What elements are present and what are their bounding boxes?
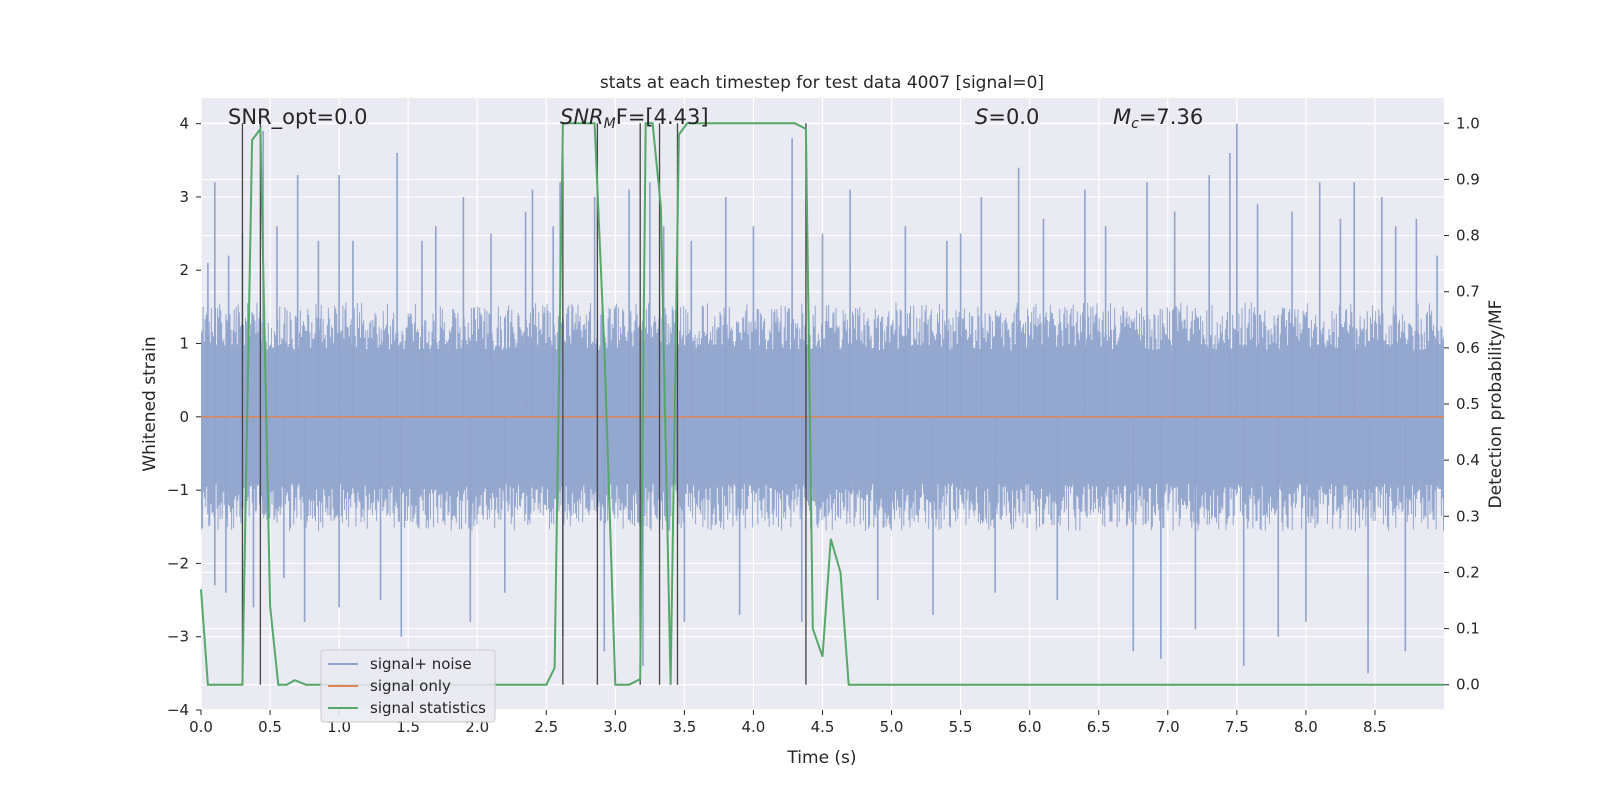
y-tick-label: 3 xyxy=(179,188,189,206)
x-tick-label: 3.5 xyxy=(672,718,696,736)
legend-label-statistics: signal statistics xyxy=(370,699,486,717)
x-tick-label: 6.0 xyxy=(1018,718,1042,736)
y-axis-label: Whitened strain xyxy=(140,336,160,471)
legend: signal+ noise signal only signal statist… xyxy=(320,649,496,723)
y2-tick-label: 0.5 xyxy=(1456,395,1480,413)
x-tick-label: 5.0 xyxy=(880,718,904,736)
y2-axis-label: Detection probability/MF xyxy=(1486,300,1506,509)
x-axis-label: Time (s) xyxy=(786,748,856,768)
signal-noise-series xyxy=(201,123,1444,674)
legend-label-signal: signal only xyxy=(370,677,451,695)
statistics-line xyxy=(200,122,1444,686)
annotation-mc-rest: =7.36 xyxy=(1139,105,1203,129)
annotation-mc-sub: c xyxy=(1131,116,1139,132)
annotation-mc: Mc=7.36 xyxy=(1113,105,1203,132)
x-tick-label: 0.0 xyxy=(189,718,213,736)
y2-tick-labels: 0.0 0.1 0.2 0.3 0.4 0.5 0.6 0.7 0.8 0.9 1.0 xyxy=(1444,114,1480,694)
annotation-s-rest: =0.0 xyxy=(988,105,1039,129)
annotation-snr-opt: SNR_opt=0.0 xyxy=(228,105,368,130)
y2-tick-label: 0.9 xyxy=(1456,170,1480,188)
y2-tick-label: 0.1 xyxy=(1456,620,1480,638)
x-tick-label: 8.5 xyxy=(1363,718,1387,736)
y-tick-label: −2 xyxy=(167,554,189,572)
chart-title: stats at each timestep for test data 400… xyxy=(600,73,1044,93)
trigger-lines xyxy=(241,123,807,685)
y2-tick-label: 0.6 xyxy=(1456,339,1480,357)
y2-tick-label: 0.8 xyxy=(1456,227,1480,245)
x-tick-label: 6.5 xyxy=(1087,718,1111,736)
x-tick-label: 5.5 xyxy=(949,718,973,736)
x-tick-label: 7.0 xyxy=(1156,718,1180,736)
y-tick-label: 4 xyxy=(179,115,189,133)
x-tick-label: 7.5 xyxy=(1225,718,1249,736)
annotation-snr-mf-sub: M xyxy=(604,116,616,132)
signal-statistics-series xyxy=(200,122,1444,686)
annotation-snr-mf-main: SNR xyxy=(560,105,604,129)
annotation-s: S=0.0 xyxy=(975,105,1039,129)
y2-tick-label: 1.0 xyxy=(1456,114,1480,132)
y2-tick-label: 0.2 xyxy=(1456,563,1480,581)
x-tick-label: 0.5 xyxy=(258,718,282,736)
y-tick-label: 0 xyxy=(179,408,189,426)
y-tick-label: −4 xyxy=(167,701,189,719)
annotation-mc-main: M xyxy=(1113,105,1131,129)
y2-tick-label: 0.7 xyxy=(1456,283,1480,301)
y-tick-label: −1 xyxy=(167,481,189,499)
annotation-snr-mf: SNRMF=[4.43] xyxy=(560,105,709,132)
y2-tick-label: 0.4 xyxy=(1456,451,1480,469)
x-tick-label: 4.5 xyxy=(811,718,835,736)
y-tick-label: −3 xyxy=(167,628,189,646)
annotation-snr-mf-rest: F=[4.43] xyxy=(616,105,709,129)
legend-label-noise: signal+ noise xyxy=(370,655,472,673)
annotation-s-main: S xyxy=(975,105,988,129)
y2-tick-label: 0.0 xyxy=(1456,676,1480,694)
y2-tick-label: 0.3 xyxy=(1456,507,1480,525)
y-tick-labels: −4 −3 −2 −1 0 1 2 3 4 xyxy=(167,115,201,719)
y-tick-label: 1 xyxy=(179,335,189,353)
x-tick-label: 8.0 xyxy=(1294,718,1318,736)
x-tick-label: 4.0 xyxy=(742,718,766,736)
x-tick-label: 3.0 xyxy=(603,718,627,736)
y-tick-label: 2 xyxy=(179,261,189,279)
x-tick-label: 2.5 xyxy=(534,718,558,736)
legend-box xyxy=(320,649,496,723)
